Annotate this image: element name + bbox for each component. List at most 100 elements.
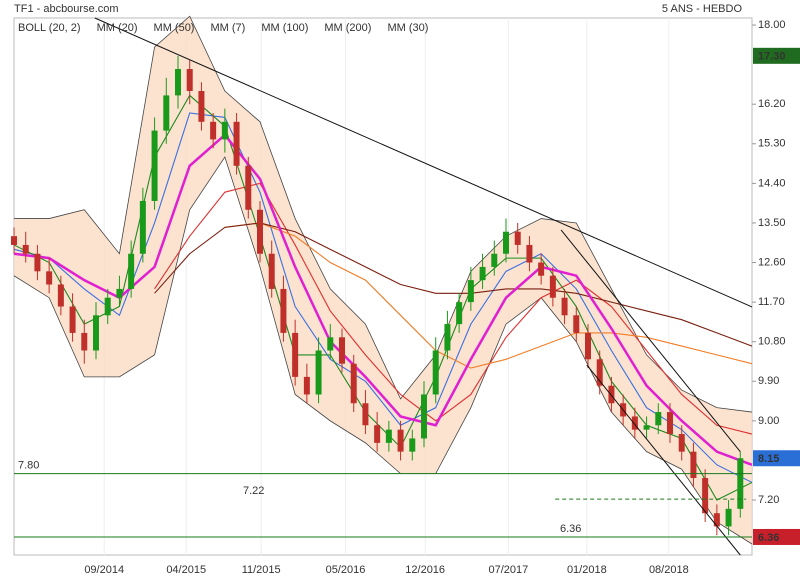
candle-body [210, 121, 217, 140]
bollinger-area [14, 16, 752, 545]
candle-body [57, 284, 64, 307]
candle-body [22, 244, 29, 254]
chart-title: TF1 - abcbourse.com [14, 3, 119, 15]
candle-body [69, 306, 76, 333]
legend-label: MM (30) [387, 22, 428, 34]
candle-body [327, 337, 334, 351]
candle-body [561, 297, 568, 316]
candle-body [104, 297, 111, 316]
candle-body [81, 332, 88, 351]
legend-label: MM (200) [324, 22, 371, 34]
candle-body [678, 434, 685, 452]
x-tick-label: 08/2018 [649, 564, 689, 576]
candle-body [221, 121, 228, 140]
y-tick-label: 14.40 [758, 177, 786, 189]
candle-body [139, 200, 146, 254]
candle-body [315, 350, 322, 395]
ma-line [13, 112, 753, 483]
legend-label: MM (20) [97, 22, 138, 34]
candle-body [362, 403, 369, 426]
legend-label: MM (50) [154, 22, 195, 34]
candle-body [467, 280, 474, 303]
candle-body [93, 315, 99, 351]
candle-body [245, 165, 252, 210]
legend-label: MM (100) [261, 22, 308, 34]
candle-body [585, 332, 591, 360]
candle-body [667, 412, 673, 435]
chart-subtitle: 5 ANS - HEBDO [662, 3, 743, 15]
y-tick-label: 15.30 [758, 138, 786, 150]
ma-line [13, 133, 753, 467]
y-tick-label: 12.60 [758, 256, 786, 268]
x-tick-label: 09/2014 [84, 564, 124, 576]
candle-body [538, 262, 545, 276]
candle-body [280, 288, 287, 333]
candle-body [374, 425, 381, 443]
candle-body [292, 332, 299, 377]
price-badge-label: 8.15 [758, 453, 779, 465]
ma-line [224, 222, 753, 369]
trendline [94, 17, 753, 308]
y-tick-label: 10.80 [758, 336, 786, 348]
candle-body [303, 376, 310, 395]
candle-body [737, 458, 744, 509]
candle-body [151, 130, 158, 201]
candle-body [655, 412, 662, 426]
candle-body [163, 95, 170, 131]
candle-body [409, 438, 416, 452]
candle-body [385, 429, 392, 443]
ma-line [154, 222, 753, 347]
y-tick-label: 9.90 [758, 375, 779, 387]
candle-body [268, 253, 275, 289]
y-tick-label: 16.20 [758, 98, 786, 110]
x-tick-label: 12/2016 [405, 564, 445, 576]
ma-line [154, 182, 753, 435]
legend-label: BOLL (20, 2) [18, 22, 81, 34]
x-tick-label: 05/2016 [326, 564, 366, 576]
price-badge [753, 47, 800, 64]
ma-line [13, 94, 753, 501]
candle-body [186, 69, 193, 92]
candle-body [631, 416, 638, 430]
price-badge [753, 528, 800, 545]
x-tick-label: 04/2015 [166, 564, 206, 576]
candle-body [526, 244, 533, 263]
candle-body [34, 253, 41, 272]
candle-body [421, 394, 427, 439]
trendline [560, 229, 741, 452]
y-tick-label: 9.00 [758, 415, 779, 427]
candle-body [491, 253, 498, 267]
candle-body [608, 385, 615, 404]
candle-body [549, 275, 556, 298]
candle-body [397, 429, 404, 452]
candle-body [479, 266, 486, 281]
candle-body [690, 451, 697, 479]
candle-body [339, 337, 345, 364]
candle-body [175, 69, 181, 96]
candle-body [643, 425, 650, 430]
level-label: 6.36 [560, 523, 581, 535]
candle-body [596, 359, 603, 386]
x-tick-label: 01/2018 [567, 564, 607, 576]
x-tick-label: 11/2015 [242, 564, 281, 576]
price-badge-label: 17.30 [758, 51, 786, 63]
candle-body [573, 315, 580, 333]
price-badge [753, 450, 800, 467]
candle-body [432, 350, 439, 395]
candle-body [444, 324, 451, 351]
plot-frame [13, 17, 753, 556]
candle-body [514, 231, 521, 245]
bollinger-upper [14, 15, 753, 413]
candle-body [713, 513, 720, 527]
candle-body [128, 253, 135, 289]
y-tick-label: 13.50 [758, 217, 786, 229]
candle-body [233, 121, 240, 166]
candle-body [702, 478, 709, 514]
level-label: 7.22 [243, 485, 264, 497]
y-tick-label: 11.70 [758, 296, 785, 308]
candle-body [116, 288, 123, 298]
candle-body [46, 271, 53, 285]
candle-body [503, 231, 509, 254]
candle-body [11, 236, 17, 245]
